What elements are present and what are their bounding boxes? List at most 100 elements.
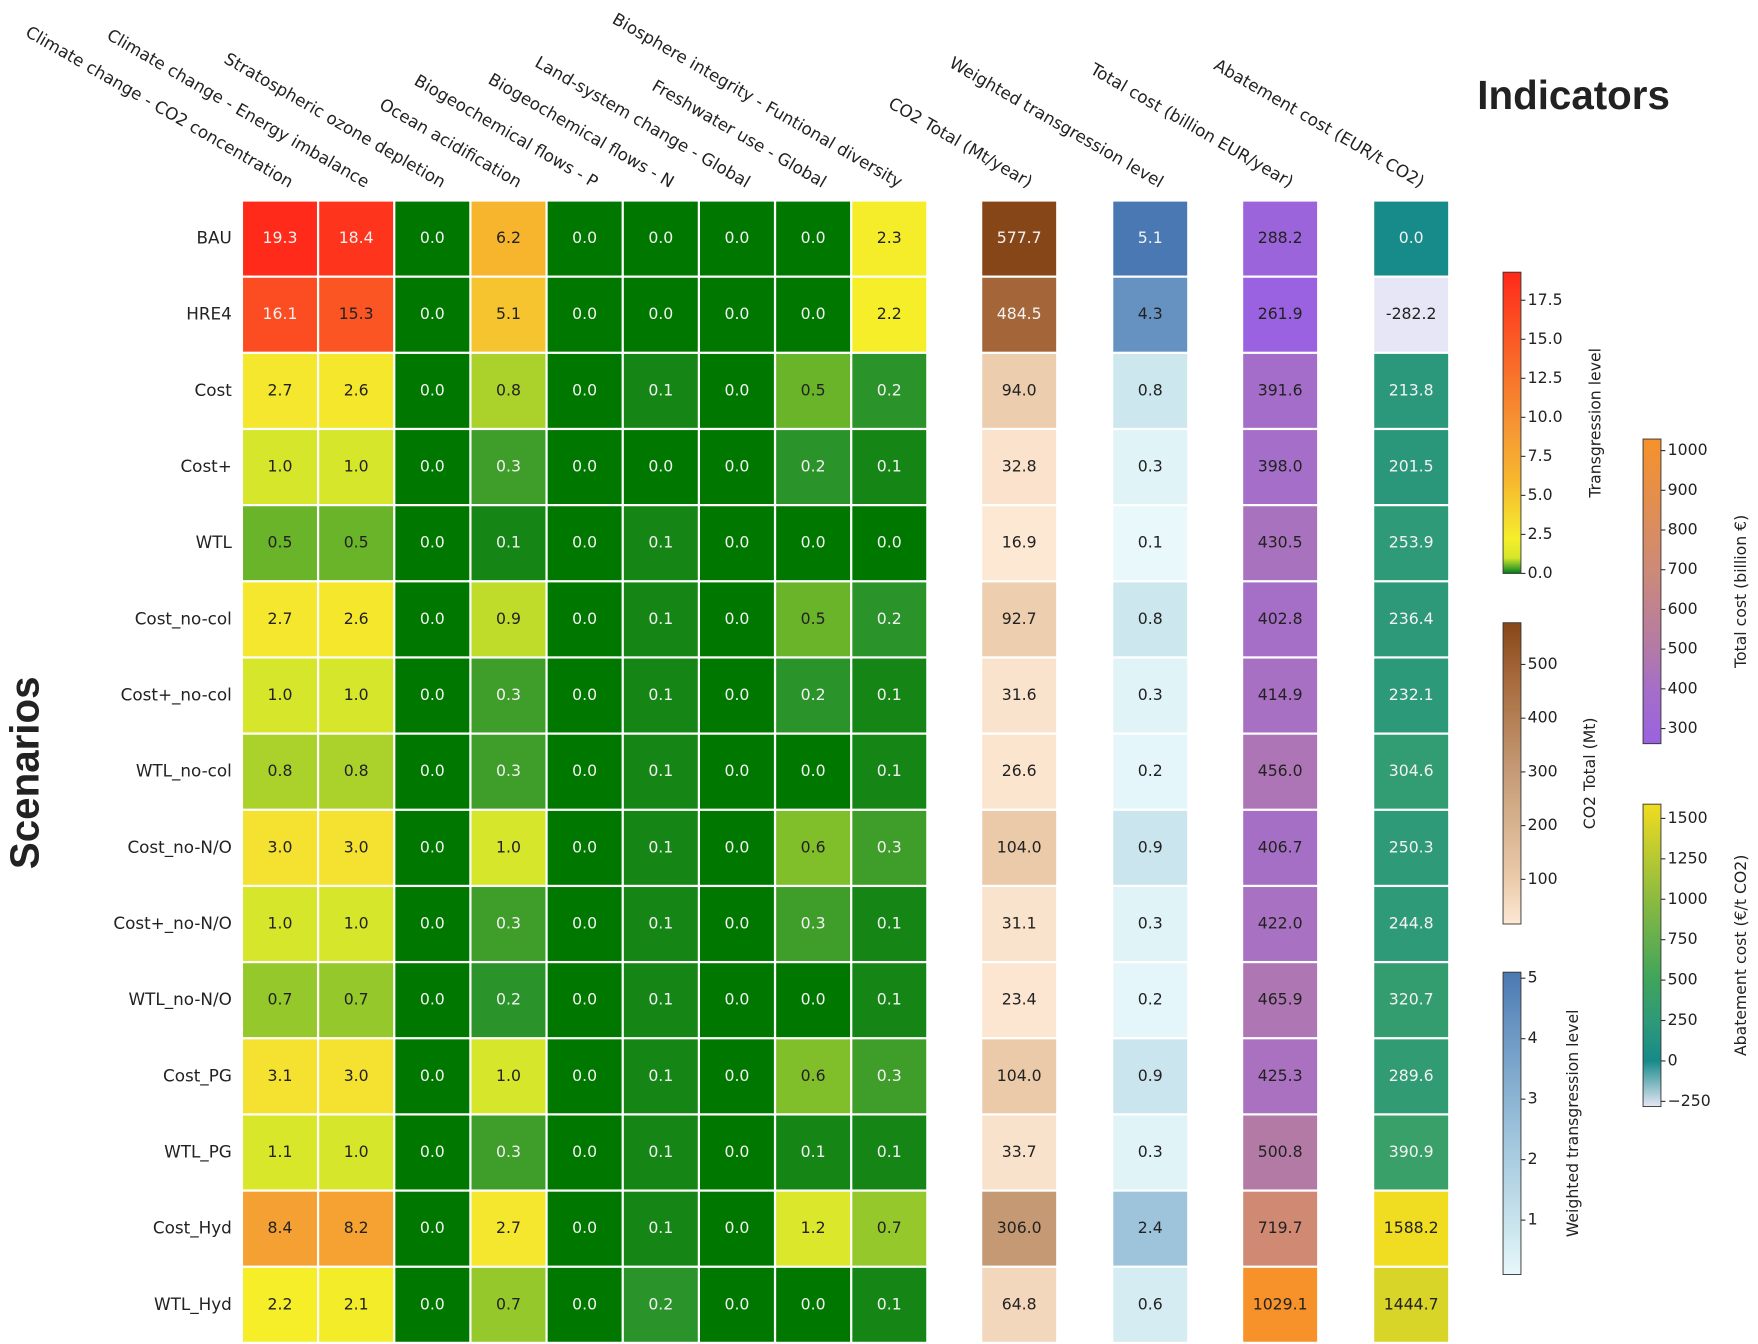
heatmap-cell	[1113, 201, 1188, 276]
heatmap-cell	[700, 506, 774, 581]
heatmap-cell	[319, 1267, 394, 1342]
cell-value-label: 288.2	[1258, 228, 1303, 247]
cell-value-label: 0.0	[420, 1294, 445, 1313]
cell-value-label: 0.0	[572, 380, 597, 399]
heatmap-cell	[395, 506, 470, 581]
cell-value-label: 430.5	[1258, 533, 1303, 552]
heatmap-cell	[1113, 506, 1188, 581]
cell-value-label: 0.8	[1138, 380, 1163, 399]
heatmap-cell	[1374, 1039, 1449, 1114]
cell-value-label: 0.3	[496, 457, 521, 476]
heatmap-cell	[852, 734, 927, 809]
heatmap-cell	[852, 582, 927, 657]
cell-value-label: 0.1	[877, 1142, 902, 1161]
cell-value-label: 0.0	[572, 1294, 597, 1313]
heatmap-cell	[776, 658, 851, 733]
cell-value-label: 3.0	[268, 837, 293, 856]
cell-value-label: 0.0	[420, 1066, 445, 1085]
cell-value-label: 0.1	[1138, 533, 1163, 552]
heatmap-cell	[547, 506, 622, 581]
heatmap-cell	[471, 658, 546, 733]
colorbar-tick-label: 1500	[1668, 808, 1708, 827]
cell-value-label: 1.0	[496, 1066, 521, 1085]
heatmap-cell	[547, 963, 622, 1038]
heatmap-cell	[852, 658, 927, 733]
heatmap-cell	[776, 810, 851, 885]
cell-value-label: 201.5	[1389, 457, 1434, 476]
cell-value-label: 0.1	[877, 990, 902, 1009]
heatmap-cell	[243, 734, 317, 809]
cell-value-label: 0.1	[877, 457, 902, 476]
cell-value-label: 0.0	[724, 1294, 749, 1313]
cell-value-label: 0.0	[572, 457, 597, 476]
cell-value-label: 261.9	[1258, 304, 1303, 323]
colorbar-tick-label: 300	[1528, 761, 1558, 780]
cell-value-label: 15.3	[339, 304, 374, 323]
cell-value-label: 0.1	[648, 914, 673, 933]
cell-value-label: 0.0	[724, 228, 749, 247]
cell-value-label: 0.0	[724, 990, 749, 1009]
heatmap-cell	[1243, 1039, 1318, 1114]
cell-value-label: 2.7	[268, 380, 293, 399]
cell-value-label: 0.0	[724, 304, 749, 323]
row-label: Cost_Hyd	[153, 1218, 232, 1239]
colorbar-tick-label: 2	[1528, 1149, 1538, 1168]
heatmap-cell	[1243, 810, 1318, 885]
cell-value-label: 0.1	[801, 1142, 826, 1161]
heatmap-cell	[1113, 887, 1188, 961]
cell-value-label: 0.0	[572, 1066, 597, 1085]
cell-value-label: 0.1	[877, 685, 902, 704]
heatmap-cell	[395, 1039, 470, 1114]
cell-value-label: 0.2	[496, 990, 521, 1009]
cell-value-label: 0.0	[801, 761, 826, 780]
heatmap-cell	[623, 506, 698, 581]
row-label: WTL	[196, 532, 233, 552]
cell-value-label: 23.4	[1002, 990, 1037, 1009]
heatmap-cell	[547, 1115, 622, 1190]
cell-value-label: 0.1	[648, 685, 673, 704]
cell-value-label: 5.1	[1138, 228, 1163, 247]
heatmap-cell	[623, 201, 698, 276]
heatmap-cell	[623, 430, 698, 504]
cell-value-label: 16.9	[1002, 533, 1037, 552]
heatmap-cell	[243, 887, 317, 961]
colorbar-label: Total cost (billion €)	[1731, 515, 1750, 669]
cell-value-label: 0.0	[648, 304, 673, 323]
heatmap-cell	[776, 887, 851, 961]
cell-value-label: 0.3	[877, 837, 902, 856]
cell-value-label: 2.7	[496, 1218, 521, 1237]
heatmap-cell	[395, 1191, 470, 1266]
heatmap-cell	[471, 734, 546, 809]
cell-value-label: 0.0	[801, 1294, 826, 1313]
heatmap-cell	[852, 963, 927, 1038]
cell-value-label: 0.9	[1138, 837, 1163, 856]
heatmap-cell	[1374, 658, 1449, 733]
cell-value-label: 414.9	[1258, 685, 1303, 704]
colorbar-tick-label: 5	[1528, 968, 1538, 987]
heatmap-cell	[243, 963, 317, 1038]
cell-value-label: 0.0	[420, 457, 445, 476]
cell-value-label: 1444.7	[1384, 1294, 1439, 1313]
cell-value-label: 0.1	[648, 761, 673, 780]
cell-value-label: 0.7	[877, 1218, 902, 1237]
heatmap-cell	[1243, 582, 1318, 657]
heatmap-cell	[1374, 506, 1449, 581]
cell-value-label: 3.0	[344, 837, 369, 856]
heatmap-cell	[243, 582, 317, 657]
heatmap-cell	[982, 810, 1057, 885]
cell-value-label: 0.2	[1138, 990, 1163, 1009]
heatmap-cell	[243, 1039, 317, 1114]
row-label: BAU	[197, 228, 232, 248]
cell-value-label: 0.7	[496, 1294, 521, 1313]
colorbar-tick-label: 1000	[1668, 889, 1708, 908]
cell-value-label: 0.0	[801, 533, 826, 552]
colorbar-tick-label: 500	[1528, 654, 1558, 673]
heatmap-cell	[852, 353, 927, 428]
row-label: Cost+_no-col	[121, 685, 232, 706]
column-label: Total cost (billion EUR/year)	[1086, 58, 1297, 191]
heatmap-cell	[1243, 1267, 1318, 1342]
cell-value-label: 104.0	[997, 837, 1042, 856]
heatmap-cell	[776, 1267, 851, 1342]
cell-value-label: 236.4	[1389, 609, 1434, 628]
